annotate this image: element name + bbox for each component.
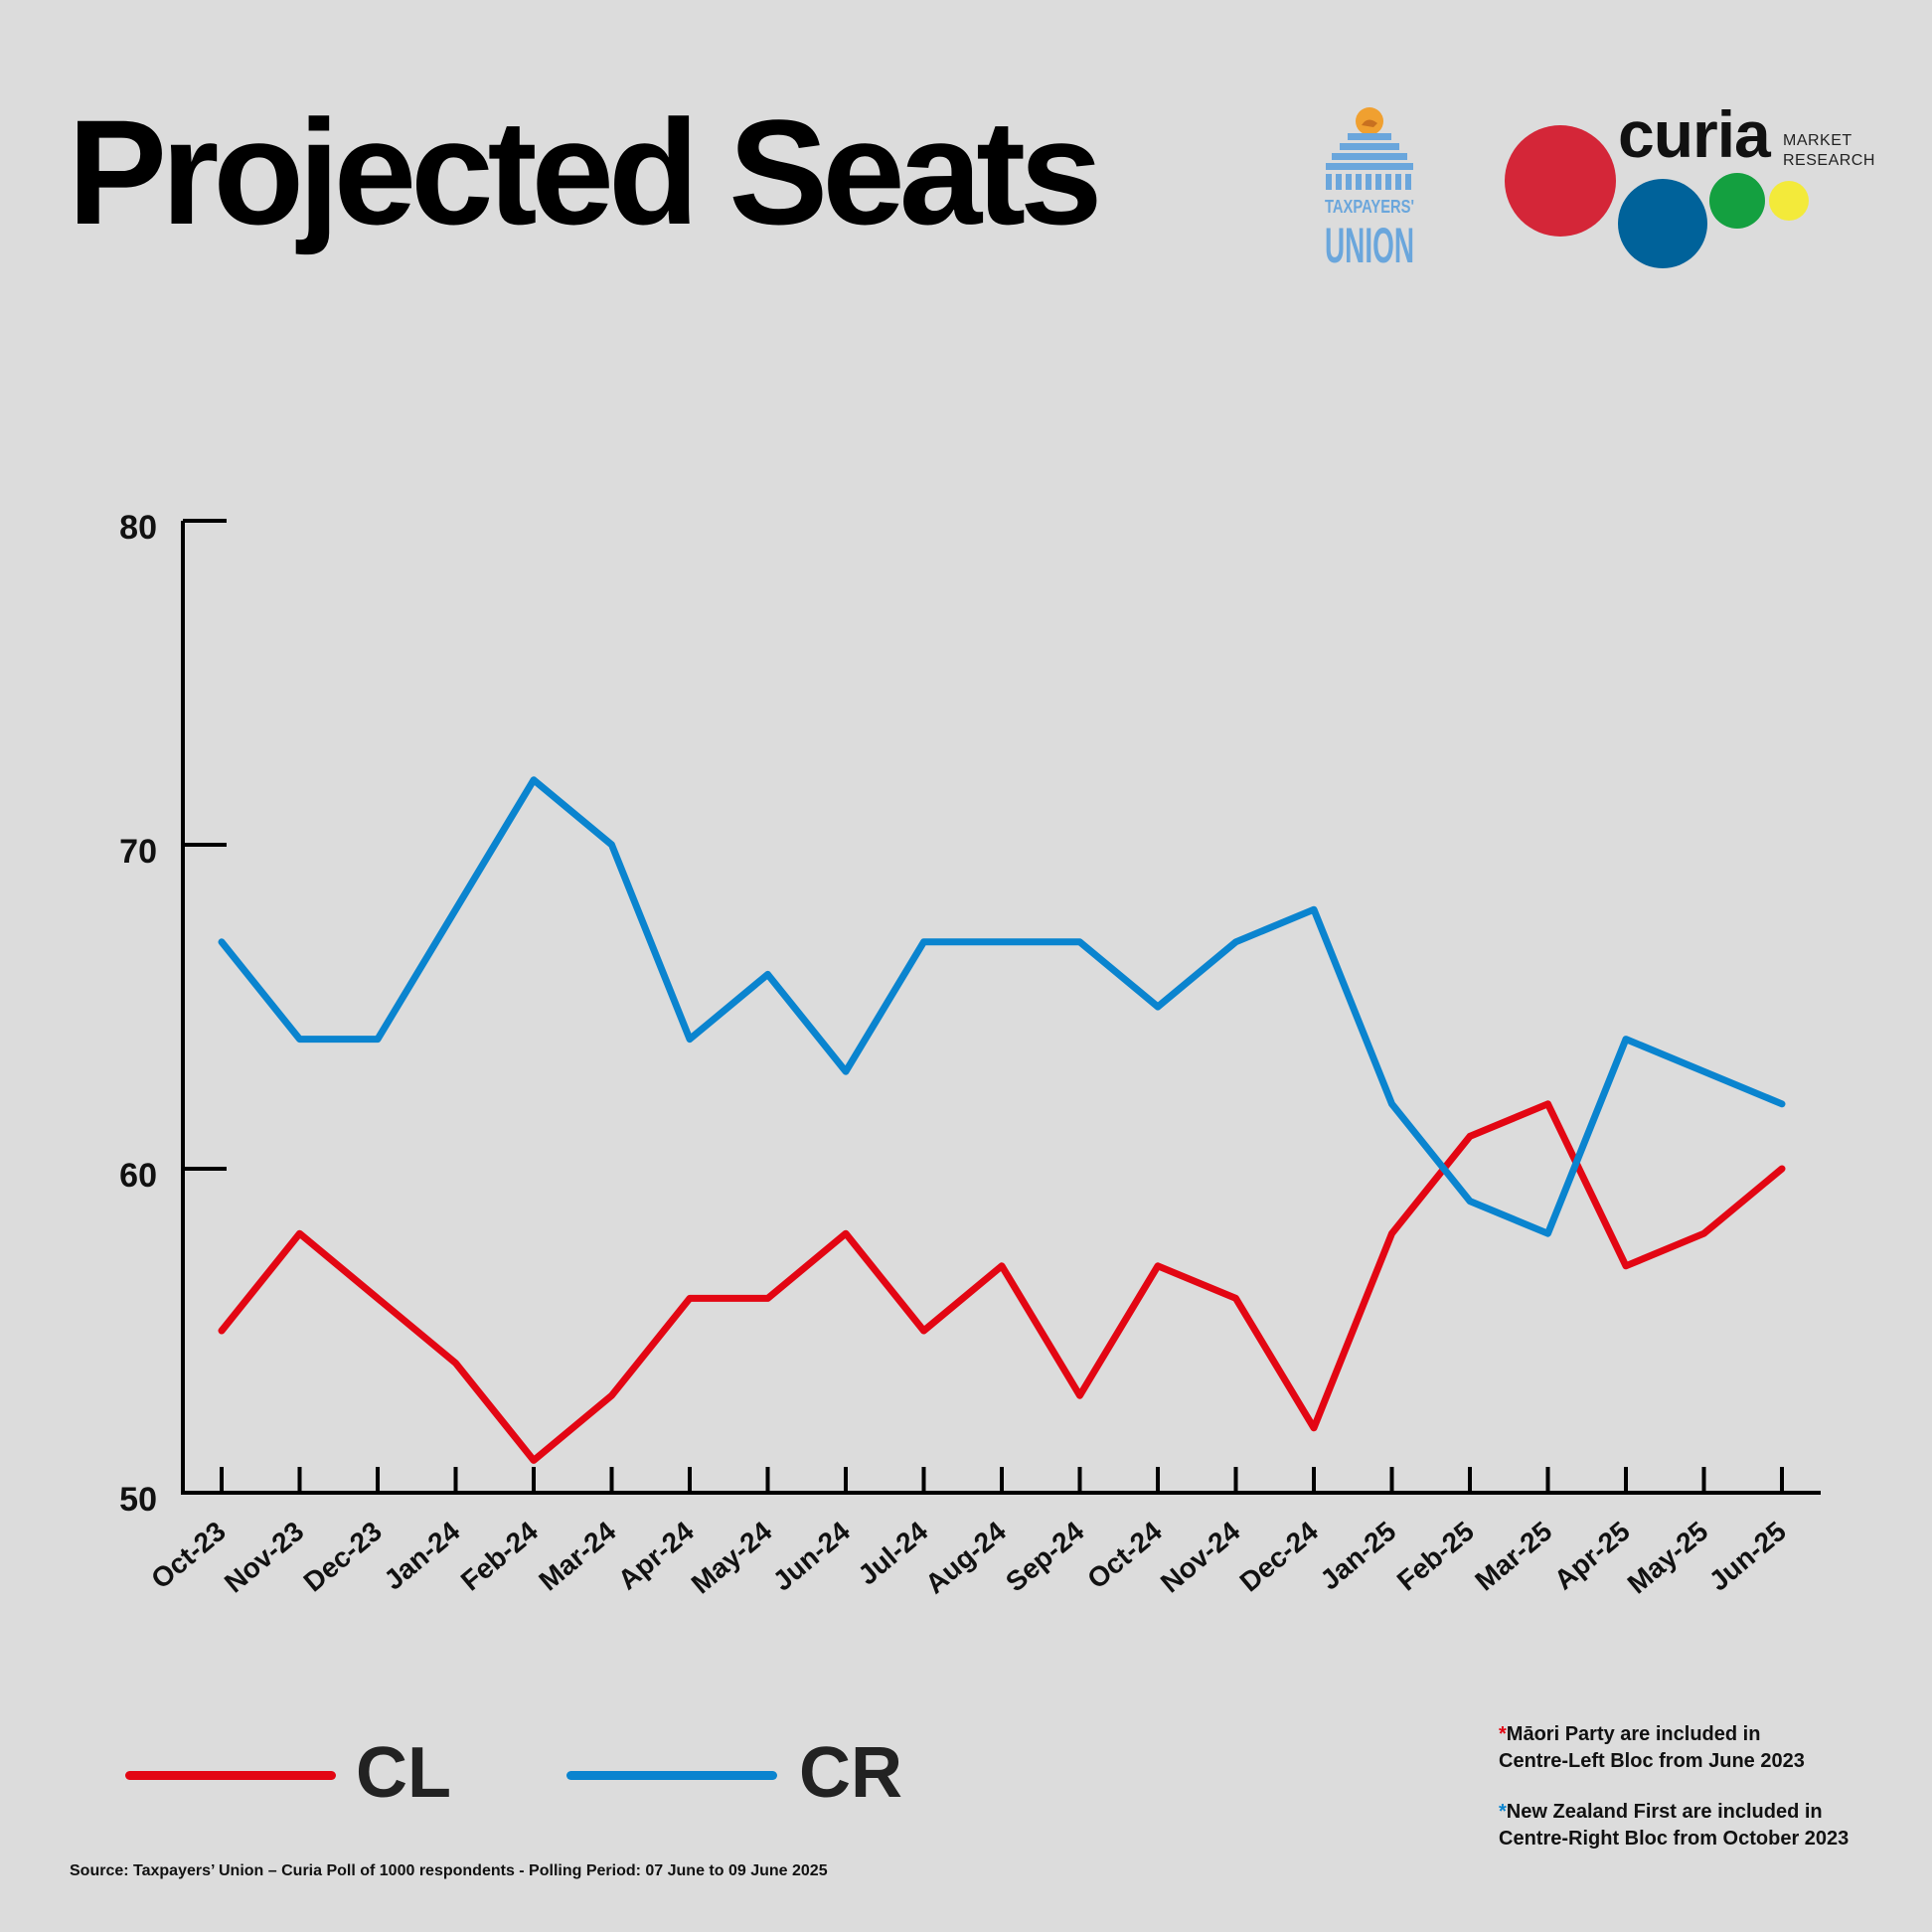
- series-lines: [218, 776, 1786, 1464]
- y-tick-label: 70: [119, 833, 157, 871]
- curia-sub-line2: RESEARCH: [1783, 152, 1875, 169]
- x-tick-label: Dec-24: [1234, 1516, 1325, 1598]
- x-axis-ticks: Oct-23Nov-23Dec-23Jan-24Feb-24Mar-24Apr-…: [145, 1467, 1792, 1600]
- curia-red-dot: [1505, 125, 1616, 237]
- x-tick-label: Dec-23: [298, 1516, 388, 1598]
- y-tick-label: 80: [119, 509, 157, 547]
- curia-yellow-dot: [1769, 181, 1809, 221]
- curia-blue-dot: [1618, 179, 1707, 268]
- note1-line2: Centre-Left Bloc from June 2023: [1499, 1750, 1805, 1772]
- note2-line1: New Zealand First are included in: [1506, 1801, 1823, 1823]
- x-tick-label: Jan-24: [378, 1516, 465, 1596]
- x-tick-label: Oct-23: [145, 1516, 232, 1595]
- x-tick-label: Feb-24: [455, 1516, 544, 1597]
- note1-line1: Māori Party are included in: [1506, 1723, 1761, 1745]
- chart-title: Projected Seats: [68, 88, 1103, 255]
- note2-star: *: [1499, 1801, 1507, 1823]
- x-tick-label: Apr-24: [612, 1516, 700, 1596]
- y-tick-label: 60: [119, 1157, 157, 1195]
- legend-cr-label: CR: [799, 1733, 902, 1813]
- curia-green-dot: [1709, 173, 1765, 229]
- curia-wordmark: curia: [1618, 97, 1771, 171]
- x-tick-label: Aug-24: [919, 1516, 1012, 1600]
- note-nz-first: *New Zealand First are included in Centr…: [1499, 1799, 1916, 1852]
- source-footnote: Source: Taxpayers’ Union – Curia Poll of…: [70, 1862, 828, 1879]
- x-tick-label: Jun-25: [1703, 1516, 1792, 1597]
- x-tick-label: Mar-25: [1469, 1516, 1557, 1597]
- chart-axes: [181, 521, 1821, 1495]
- x-tick-label: Jan-25: [1314, 1516, 1401, 1596]
- curia-subtitle: MARKET RESEARCH: [1783, 131, 1875, 171]
- series-line-cr: [218, 776, 1786, 1237]
- logo-text-line1: TAXPAYERS': [1325, 197, 1414, 217]
- x-tick-label: Sep-24: [1000, 1516, 1090, 1598]
- x-tick-label: May-24: [686, 1516, 778, 1600]
- x-tick-label: Feb-25: [1391, 1516, 1480, 1597]
- x-tick-label: Mar-24: [533, 1516, 621, 1597]
- x-tick-label: Apr-25: [1548, 1516, 1636, 1596]
- taxpayers-union-logo: TAXPAYERS' UNION: [1325, 107, 1414, 272]
- y-axis-ticks: 50 60 70 80: [119, 509, 227, 1519]
- x-tick-label: Nov-24: [1155, 1516, 1246, 1599]
- note2-line2: Centre-Right Bloc from October 2023: [1499, 1828, 1850, 1850]
- series-line-cl: [218, 1100, 1786, 1464]
- legend-cr-swatch: [566, 1771, 777, 1780]
- legend-cl-swatch: [125, 1771, 336, 1780]
- logo-text-line2: UNION: [1325, 218, 1414, 272]
- x-tick-label: Jun-24: [767, 1516, 856, 1597]
- note1-star: *: [1499, 1723, 1507, 1745]
- note-maori-party: *Māori Party are included in Centre-Left…: [1499, 1721, 1916, 1775]
- curia-logo: curia MARKET RESEARCH: [1499, 101, 1876, 276]
- curia-sub-line1: MARKET: [1783, 132, 1852, 149]
- x-tick-label: Nov-23: [219, 1516, 309, 1599]
- legend-cl-label: CL: [356, 1733, 451, 1813]
- x-tick-label: Oct-24: [1081, 1516, 1168, 1595]
- y-tick-label: 50: [119, 1481, 157, 1519]
- x-tick-label: May-25: [1622, 1516, 1714, 1600]
